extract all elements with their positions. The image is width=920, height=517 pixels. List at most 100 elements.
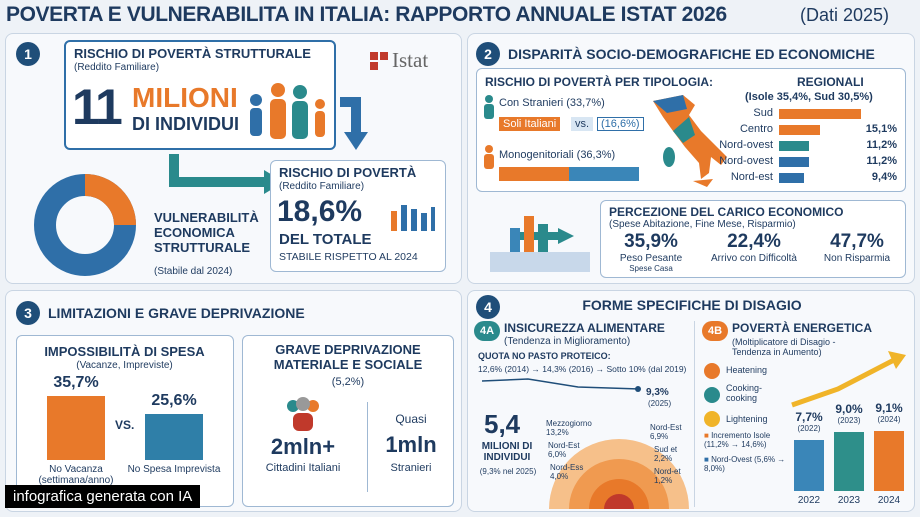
typology-box: RISCHIO DI POVERTÀ PER TIPOLOGIA: Con St… <box>476 68 906 192</box>
value-label: 11,2% <box>866 139 897 151</box>
risk-card: RISCHIO DI POVERTÀ (Reddito Familiare) 1… <box>270 160 446 272</box>
logo: Istat <box>392 48 429 72</box>
box-title: RISCHIO DI POVERTÀ STRUTTURALE <box>74 46 311 61</box>
perception-item: 35,9% Peso Pesante Spese Casa <box>601 231 701 273</box>
donut-label-line: STRUTTURALE <box>154 240 251 255</box>
rising-arrow <box>791 351 906 408</box>
bar <box>145 414 203 460</box>
panel-4: 4 FORME SPECIFICHE DI DISAGIO 4A INSICUR… <box>467 290 915 512</box>
regional-title: REGIONALI <box>797 75 864 89</box>
italians-value: 2mln+ <box>270 434 336 459</box>
area-name: Nord-et <box>654 467 681 476</box>
note-text: Incremento Isole (11,2% → 14,6%) <box>704 431 771 449</box>
vs: VS. <box>115 418 135 432</box>
note-text: Nord-Ovest (5,6% → 8,0%) <box>704 455 786 473</box>
bar <box>779 141 810 151</box>
value-year: (2022) <box>797 424 821 434</box>
deprivation-box: GRAVE DEPRIVAZIONE MATERIALE E SOCIALE (… <box>242 335 454 507</box>
bar <box>779 157 810 167</box>
food-subtitle: (Tendenza in Miglioramento) <box>504 336 631 347</box>
big-caption: DI INDIVIDUI <box>132 114 240 134</box>
trend: 12,6% (2014) → 14,3% (2016) → Sotto 10% … <box>478 364 687 374</box>
area-value: 6,0% <box>548 450 567 459</box>
big-unit: MILIONI <box>132 82 238 113</box>
headline-box: RISCHIO DI POVERTÀ STRUTTURALE (Reddito … <box>64 40 336 150</box>
divider <box>367 402 368 492</box>
value-label: 9,4% <box>871 171 897 183</box>
perception-label: Peso Pesante <box>619 253 683 264</box>
panel-1: 1 RISCHIO DI POVERTÀ STRUTTURALE (Reddit… <box>5 33 462 284</box>
region-label: Centro <box>739 123 773 135</box>
area-label: Mezzogiorno 13,2% <box>546 419 592 437</box>
donut-note: (Stabile dal 2024) <box>154 266 233 277</box>
typology-title: RISCHIO DI POVERTÀ PER TIPOLOGIA: <box>485 75 714 89</box>
area-label: Nord-Ess 4,0% <box>550 463 583 481</box>
region-label: Nord-est <box>730 171 773 183</box>
area-value: 4,0% <box>550 472 569 481</box>
flow-arrow <box>340 97 368 150</box>
area-value: 6,9% <box>650 432 669 441</box>
area-value: 1,2% <box>654 476 673 485</box>
use-icon <box>704 411 720 427</box>
bar <box>874 431 904 491</box>
section-number: 1 <box>16 42 40 66</box>
person-icon <box>484 95 494 119</box>
italy-map <box>653 95 727 187</box>
value-label: 7,7% <box>795 410 823 425</box>
split-bar <box>499 167 639 181</box>
stranieri: Con Stranieri (33,7%) <box>499 97 605 109</box>
foreigners-label: Stranieri <box>390 462 432 474</box>
use: Lightening <box>726 414 768 424</box>
bar <box>779 125 820 135</box>
x-tick-label: 2022 <box>797 495 821 506</box>
card-caption: DEL TOTALE <box>279 231 372 248</box>
foreigners-prefix: Quasi <box>395 412 427 426</box>
big-number: 11 <box>72 79 123 135</box>
value-label: 15,1% <box>865 123 897 135</box>
card-subtitle: (Reddito Familiare) <box>279 181 365 192</box>
area-label: Nord-Est 6,9% <box>650 423 682 441</box>
sub-number: 4B <box>702 321 728 341</box>
people-icon <box>287 397 319 431</box>
trend-line <box>481 378 641 392</box>
regional-subtitle: (Isole 35,4%, Sud 30,5%) <box>745 91 873 103</box>
box-subtitle: (Reddito Familiare) <box>74 62 160 73</box>
big-note: (9,3% nel 2025) <box>479 467 537 476</box>
energy-note: ■ Nord-Ovest (5,6% → 8,0%) <box>704 455 786 473</box>
value-label: 11,2% <box>866 155 897 167</box>
perception-box: PERCEZIONE DEL CARICO ECONOMICO (Spese A… <box>600 200 906 278</box>
card-note: STABILE RISPETTO AL 2024 <box>279 251 418 263</box>
panel-2: 2 DISPARITÀ SOCIO-DEMOGRAFICHE ED ECONOM… <box>467 33 915 284</box>
perception-note: Spese Casa <box>629 264 673 273</box>
energy-title: POVERTÀ ENERGETICA <box>732 321 873 335</box>
perception-item: 22,4% Arrivo con Difficoltà <box>699 231 809 264</box>
title: POVERTA E VULNERABILITA IN ITALIA: RAPPO… <box>6 3 727 26</box>
section-number: 2 <box>476 42 500 66</box>
area-value: 2,2% <box>654 454 673 463</box>
italiani: Soli Italiani <box>499 117 561 131</box>
area-name: Nord-Est <box>548 441 580 450</box>
section-title: DISPARITÀ SOCIO-DEMOGRAFICHE ED ECONOMIC… <box>508 46 875 62</box>
italiani-value: (16,6%) <box>597 117 644 131</box>
perception-value: 22,4% <box>727 231 781 252</box>
foreigners-value: 1mln <box>385 432 437 457</box>
quota-title: QUOTA NO PASTO PROTEICO: <box>478 351 611 361</box>
area-label: Sud et 2,2% <box>654 445 677 463</box>
sub-number: 4A <box>474 321 500 341</box>
perception-label: Non Risparmia <box>823 253 891 264</box>
big-value: 5,4 <box>484 409 521 439</box>
section-number: 3 <box>16 301 40 325</box>
bar <box>779 109 861 119</box>
category-label: No Vacanza (settimana/anno) <box>38 464 114 486</box>
energy-area: 4B POVERTÀ ENERGETICA (Moltiplicatore di… <box>698 319 914 511</box>
spending-box: IMPOSSIBILITÀ DI SPESA (Vacanze, Imprevi… <box>16 335 234 507</box>
person-icon <box>484 145 494 169</box>
value-year: (2024) <box>877 415 901 424</box>
donut-label: VULNERABILITÀ ECONOMICA STRUTTURALE <box>154 210 259 255</box>
logo-mark <box>370 52 388 70</box>
area-name: Nord-Ess <box>550 463 584 472</box>
spending-title: IMPOSSIBILITÀ DI SPESA <box>44 344 205 359</box>
perception-subtitle: (Spese Abitazione, Fine Mese, Risparmio) <box>609 219 796 230</box>
value-label: 9,1% <box>875 401 903 415</box>
italians-label: Cittadini Italiani <box>265 462 341 474</box>
